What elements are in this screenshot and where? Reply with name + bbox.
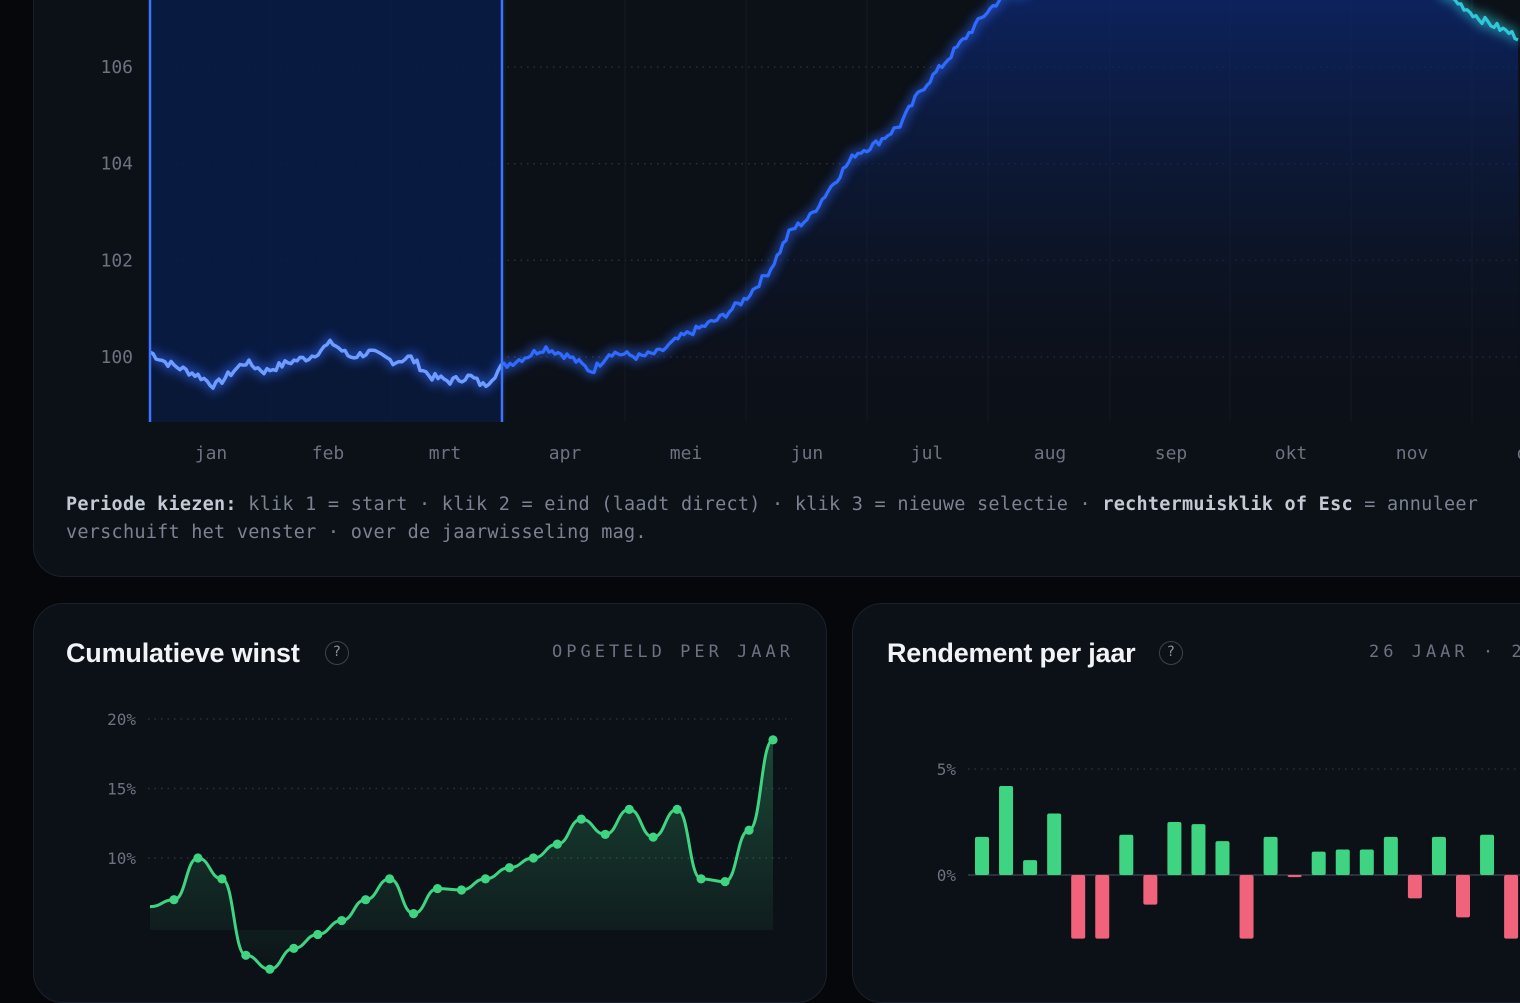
data-point	[432, 883, 443, 894]
returns-title: Rendement per jaar	[887, 638, 1136, 668]
x-tick-label: mei	[670, 443, 703, 464]
y-tick-label: 5%	[937, 760, 957, 779]
x-tick-label: mrt	[429, 443, 462, 464]
data-point	[624, 804, 634, 814]
y-tick-label: 20%	[107, 710, 136, 729]
data-point	[720, 877, 730, 887]
data-point	[217, 874, 227, 884]
y-tick-label: 15%	[107, 780, 136, 799]
data-point	[528, 853, 538, 863]
data-point	[600, 829, 610, 839]
return-bar[interactable]	[999, 785, 1014, 875]
return-bar[interactable]	[1311, 851, 1326, 875]
return-bar[interactable]	[1287, 875, 1302, 878]
return-bar[interactable]	[975, 836, 989, 875]
data-point	[361, 895, 371, 905]
return-bar[interactable]	[1119, 834, 1134, 875]
return-bar[interactable]	[1023, 860, 1038, 875]
data-point	[504, 863, 515, 873]
data-point	[313, 929, 323, 940]
return-bar[interactable]	[1215, 841, 1230, 875]
return-bar[interactable]	[1167, 822, 1182, 875]
return-bar[interactable]	[1239, 875, 1254, 939]
series-area	[150, 0, 1520, 422]
hint-text-1: klik 1 = start · klik 2 = eind (laadt di…	[236, 494, 1103, 515]
return-bar[interactable]	[1191, 824, 1206, 875]
hint-text-3: verschuift het venster · over de jaarwis…	[66, 522, 647, 543]
x-tick-label: dec	[1517, 443, 1520, 464]
small-charts: 20% 15% 10% 5% 0%	[107, 710, 1520, 974]
y-tick-label: 104	[100, 154, 133, 175]
x-tick-label: sep	[1155, 443, 1188, 464]
returns-chart: 5% 0%	[937, 760, 1520, 939]
x-tick-label: jun	[791, 443, 824, 464]
data-point	[265, 964, 275, 974]
return-bar[interactable]	[1383, 836, 1398, 875]
data-point	[385, 874, 395, 884]
x-tick-label: nov	[1396, 443, 1429, 464]
y-tick-label: 106	[100, 57, 133, 78]
return-bar[interactable]	[1431, 836, 1446, 875]
cumulative-area	[150, 739, 773, 970]
data-point	[456, 885, 467, 895]
y-tick-label: 10%	[107, 849, 136, 868]
data-point	[337, 915, 347, 926]
returns-meta: 26 JAAR · 20	[1369, 642, 1520, 662]
data-point	[744, 825, 754, 835]
return-bar[interactable]	[1047, 813, 1062, 875]
hint-strong: rechtermuisklik of Esc	[1102, 494, 1353, 515]
return-bar[interactable]	[1335, 849, 1350, 875]
data-point	[768, 735, 778, 745]
cumulative-title: Cumulatieve winst	[66, 638, 300, 668]
x-tick-label: jul	[911, 443, 944, 464]
selection-hint: Periode kiezen: klik 1 = start · klik 2 …	[66, 491, 1520, 547]
return-bar[interactable]	[1263, 836, 1278, 875]
x-tick-label: okt	[1275, 443, 1308, 464]
data-point	[193, 853, 203, 863]
data-point	[169, 895, 179, 905]
x-tick-label: feb	[312, 443, 345, 464]
return-bar[interactable]	[1504, 875, 1519, 939]
y-tick-label: 0%	[937, 866, 957, 885]
data-point	[241, 950, 251, 960]
help-icon[interactable]: ?	[1159, 641, 1183, 665]
cumulative-meta: OPGETELD PER JAAR	[552, 642, 794, 662]
hint-label: Periode kiezen:	[66, 494, 237, 515]
data-point	[408, 909, 419, 919]
return-bar[interactable]	[1071, 875, 1086, 939]
help-icon[interactable]: ?	[325, 641, 349, 665]
period-chart[interactable]: 106 104 102 100 jan feb mrt apr mei jun jul aug sep…	[0, 0, 1520, 920]
data-point	[480, 874, 491, 884]
data-point	[552, 839, 562, 849]
hint-text-2: = annuleer	[1352, 494, 1479, 515]
return-bar[interactable]	[1143, 875, 1158, 905]
x-tick-label: apr	[549, 443, 582, 464]
y-tick-label: 102	[100, 250, 133, 271]
return-bar[interactable]	[1359, 849, 1374, 875]
return-bar[interactable]	[1480, 834, 1495, 875]
data-point	[672, 804, 682, 814]
y-tick-label: 100	[100, 347, 133, 368]
data-point	[696, 874, 706, 884]
data-point	[289, 943, 299, 953]
data-point	[576, 814, 586, 824]
return-bar[interactable]	[1095, 875, 1110, 939]
x-tick-label: jan	[195, 443, 228, 464]
return-bar[interactable]	[1407, 875, 1422, 899]
selected-series-line	[150, 338, 502, 390]
return-bar[interactable]	[1456, 875, 1470, 918]
data-point	[648, 832, 658, 842]
x-tick-label: aug	[1034, 443, 1067, 464]
